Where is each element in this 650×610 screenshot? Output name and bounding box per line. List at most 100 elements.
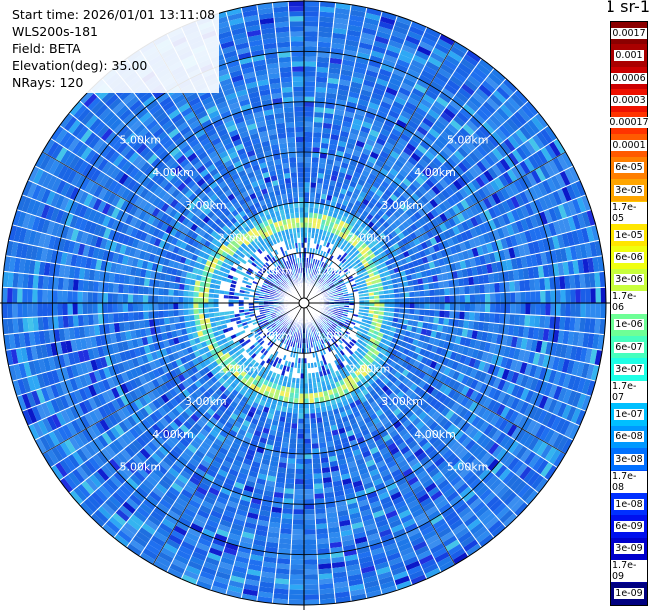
range-gate bbox=[284, 488, 295, 494]
range-gate bbox=[510, 303, 516, 315]
range-gate bbox=[538, 366, 548, 381]
range-gate bbox=[464, 398, 474, 410]
range-gate bbox=[336, 276, 342, 282]
range-gate bbox=[387, 316, 394, 322]
range-gate bbox=[471, 348, 479, 359]
range-gate bbox=[592, 256, 600, 273]
range-gate bbox=[438, 281, 445, 289]
range-gate bbox=[444, 295, 450, 303]
range-gate bbox=[414, 303, 420, 310]
range-gate bbox=[506, 382, 516, 396]
range-gate bbox=[434, 309, 440, 318]
range-gate bbox=[529, 314, 536, 328]
range-gate bbox=[478, 211, 488, 224]
range-gate bbox=[469, 216, 479, 228]
range-gate bbox=[503, 155, 516, 169]
range-gate bbox=[579, 317, 586, 333]
range-gate bbox=[291, 418, 298, 424]
range-gate bbox=[411, 179, 422, 190]
range-gate bbox=[304, 16, 319, 22]
range-gate bbox=[460, 364, 469, 375]
range-gate bbox=[574, 274, 581, 289]
range-gate bbox=[343, 194, 352, 202]
range-gate bbox=[404, 494, 418, 505]
range-gate bbox=[304, 388, 309, 394]
range-gate bbox=[313, 473, 323, 479]
range-gate bbox=[486, 332, 493, 343]
range-gate bbox=[319, 279, 325, 285]
range-gate bbox=[331, 244, 337, 251]
range-gate bbox=[417, 208, 427, 218]
range-gate bbox=[329, 57, 343, 65]
range-gate bbox=[586, 379, 596, 397]
range-gate bbox=[482, 396, 493, 409]
range-gate bbox=[350, 280, 356, 285]
range-gate bbox=[352, 118, 364, 126]
range-gate bbox=[514, 314, 521, 326]
range-gate bbox=[341, 183, 350, 191]
range-gate bbox=[404, 101, 418, 112]
range-gate bbox=[293, 504, 304, 510]
range-gate bbox=[587, 257, 595, 273]
range-gate bbox=[532, 134, 545, 150]
range-gate bbox=[381, 58, 396, 68]
range-gate bbox=[456, 201, 466, 213]
range-gate bbox=[439, 303, 445, 311]
range-gate bbox=[501, 225, 510, 238]
range-gate bbox=[330, 42, 345, 50]
range-gate bbox=[280, 523, 293, 530]
range-gate bbox=[466, 518, 482, 531]
range-gate bbox=[426, 385, 435, 395]
range-gate bbox=[482, 362, 491, 374]
range-gate bbox=[417, 362, 426, 371]
range-gate bbox=[356, 252, 363, 259]
range-gate bbox=[550, 175, 562, 191]
range-gate bbox=[454, 294, 460, 303]
range-gate bbox=[463, 319, 470, 329]
range-gate bbox=[313, 269, 317, 275]
range-gate bbox=[457, 87, 472, 100]
range-gate bbox=[452, 179, 463, 191]
range-gate bbox=[519, 160, 531, 175]
range-gate bbox=[317, 277, 322, 283]
range-gate bbox=[325, 323, 331, 328]
range-gate bbox=[445, 333, 452, 343]
range-gate bbox=[374, 303, 380, 307]
range-gate bbox=[304, 172, 311, 178]
range-gate bbox=[389, 298, 395, 303]
range-gate bbox=[483, 209, 493, 222]
range-gate bbox=[330, 276, 336, 281]
range-gate bbox=[378, 68, 393, 78]
range-gate bbox=[399, 49, 415, 60]
range-gate bbox=[321, 214, 328, 221]
range-gate bbox=[421, 168, 433, 179]
range-gate bbox=[429, 303, 435, 310]
range-gate bbox=[432, 323, 439, 332]
range-gate bbox=[446, 514, 461, 527]
range-gate bbox=[548, 207, 558, 223]
range-gate bbox=[324, 285, 330, 290]
range-gate bbox=[418, 226, 427, 235]
range-gate bbox=[433, 456, 446, 468]
range-gate bbox=[566, 231, 575, 247]
range-gate bbox=[485, 117, 499, 132]
range-gate bbox=[325, 287, 331, 292]
range-gate bbox=[479, 303, 486, 313]
range-gate bbox=[315, 523, 328, 530]
range-gate bbox=[390, 468, 403, 478]
range-gate bbox=[500, 303, 506, 314]
range-gate bbox=[374, 35, 390, 45]
range-gate bbox=[357, 246, 364, 253]
range-gate bbox=[336, 248, 343, 255]
range-gate bbox=[365, 7, 383, 17]
range-gate bbox=[416, 398, 426, 408]
range-gate bbox=[427, 448, 439, 460]
range-gate bbox=[317, 284, 322, 289]
range-gate bbox=[358, 93, 371, 102]
range-gate bbox=[465, 473, 479, 487]
range-gate bbox=[304, 579, 319, 585]
range-gate bbox=[389, 303, 395, 308]
range-gate bbox=[320, 280, 326, 286]
range-gate bbox=[425, 60, 440, 72]
range-gate bbox=[418, 158, 429, 169]
